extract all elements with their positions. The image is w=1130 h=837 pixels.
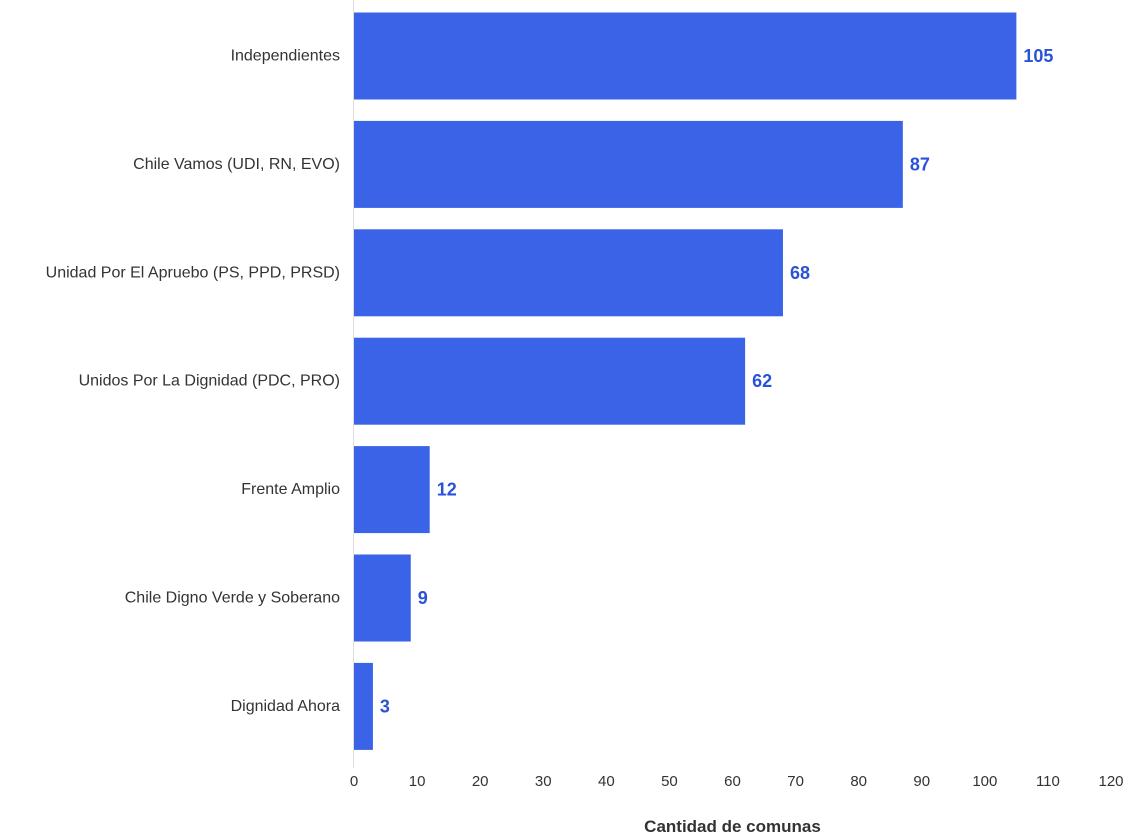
bar (354, 663, 373, 750)
bar (354, 13, 1016, 100)
x-tick-label: 120 (1098, 773, 1123, 790)
category-label: Unidos Por La Dignidad (PDC, PRO) (79, 373, 340, 390)
x-tick-label: 30 (535, 773, 552, 790)
x-tick-label: 20 (472, 773, 489, 790)
data-label: 3 (380, 696, 390, 716)
category-label: Frente Amplio (241, 481, 340, 498)
bar (354, 229, 783, 316)
x-axis-ticks: 0 10 20 30 40 50 60 70 80 90 100 110 120 (350, 773, 1124, 790)
data-label: 68 (790, 263, 810, 283)
category-label: Chile Vamos (UDI, RN, EVO) (133, 156, 340, 173)
category-label: Unidad Por El Apruebo (PS, PPD, PRSD) (46, 264, 340, 281)
x-tick-label: 60 (724, 773, 741, 790)
bar (354, 555, 411, 642)
category-labels: Independientes Chile Vamos (UDI, RN, EVO)… (46, 48, 340, 715)
bars-group (354, 13, 1016, 750)
data-label: 9 (418, 588, 428, 608)
x-tick-label: 110 (1036, 773, 1060, 790)
data-label: 87 (910, 154, 930, 174)
x-tick-label: 50 (661, 773, 678, 790)
bar (354, 338, 745, 425)
category-label: Dignidad Ahora (231, 698, 341, 715)
bar (354, 121, 903, 208)
x-tick-label: 70 (787, 773, 804, 790)
x-axis-title: Cantidad de comunas (644, 817, 821, 836)
category-label: Chile Digno Verde y Soberano (125, 590, 340, 607)
data-label: 105 (1023, 46, 1053, 66)
x-tick-label: 90 (913, 773, 930, 790)
x-tick-label: 10 (409, 773, 426, 790)
x-tick-label: 0 (350, 773, 358, 790)
x-tick-label: 100 (972, 773, 997, 790)
bar (354, 446, 430, 533)
category-label: Independientes (231, 48, 340, 65)
x-tick-label: 40 (598, 773, 615, 790)
data-label: 62 (752, 371, 772, 391)
data-label: 12 (437, 480, 457, 500)
x-tick-label: 80 (850, 773, 867, 790)
